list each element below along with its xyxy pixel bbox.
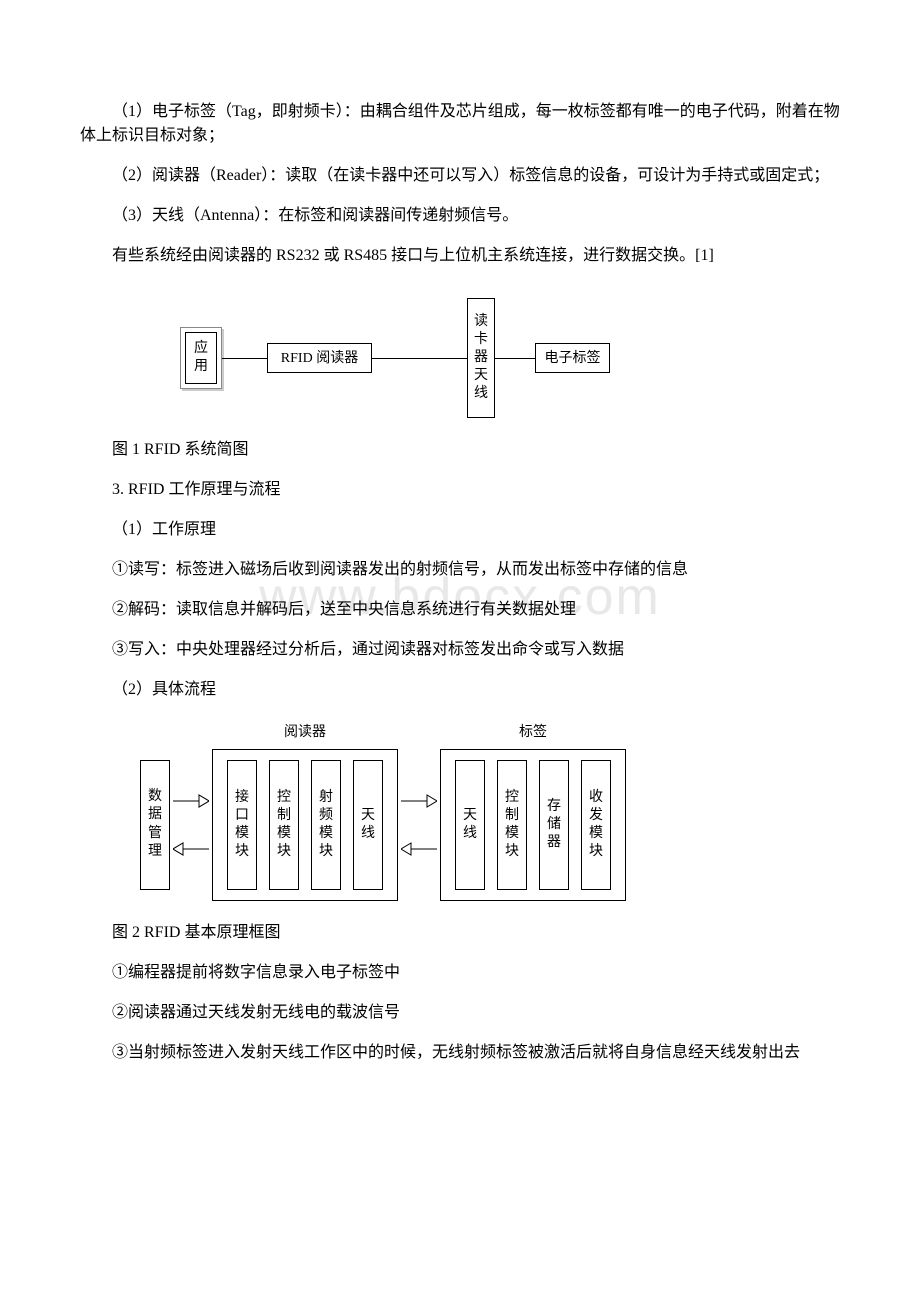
figure-1-caption: 图 1 RFID 系统简图 xyxy=(80,438,840,462)
fig1-connector xyxy=(495,358,535,359)
figure-1-rfid-system: 应用 RFID 阅读器 读卡器天线 电子标签 xyxy=(180,298,700,418)
paragraph-tag-desc: （1）电子标签（Tag，即射频卡）：由耦合组件及芯片组成，每一枚标签都有唯一的电… xyxy=(80,100,840,148)
fig2-node-transceiver: 收发模块 xyxy=(581,760,611,890)
paragraph-antenna-desc: （3）天线（Antenna）：在标签和阅读器间传递射频信号。 xyxy=(80,204,840,228)
section-3-1-heading: （1）工作原理 xyxy=(80,518,840,542)
fig1-node-tag: 电子标签 xyxy=(535,343,610,373)
fig2-node-control1: 控制模块 xyxy=(269,760,299,890)
fig1-connector xyxy=(372,358,467,359)
section-3-heading: 3. RFID 工作原理与流程 xyxy=(80,478,840,502)
paragraph-reader-desc: （2）阅读器（Reader）：读取（在读卡器中还可以写入）标签信息的设备，可设计… xyxy=(80,164,840,188)
fig2-group2-title: 标签 xyxy=(440,722,626,743)
fig2-group-tag: 天线 控制模块 存储器 收发模块 xyxy=(440,749,626,901)
fig2-node-interface: 接口模块 xyxy=(227,760,257,890)
fig1-connector xyxy=(222,358,267,359)
fig1-node-app: 应用 xyxy=(185,332,217,384)
arrow-right-icon xyxy=(401,792,437,810)
arrow-left-icon xyxy=(173,840,209,858)
principle-readwrite: ①读写：标签进入磁场后收到阅读器发出的射频信号，从而发出标签中存储的信息 xyxy=(80,558,840,582)
principle-write: ③写入：中央处理器经过分析后，通过阅读器对标签发出命令或写入数据 xyxy=(80,638,840,662)
arrow-left-icon xyxy=(401,840,437,858)
fig2-group-reader: 接口模块 控制模块 射频模块 天线 xyxy=(212,749,398,901)
section-3-2-heading: （2）具体流程 xyxy=(80,678,840,702)
arrow-right-icon xyxy=(173,792,209,810)
fig2-node-rf: 射频模块 xyxy=(311,760,341,890)
fig2-node-data-mgmt: 数据管理 xyxy=(140,760,170,890)
figure-2-rfid-principle: 数据管理 阅读器 接口模块 控制模块 射频模块 天线 标签 天线 控制模块 存储… xyxy=(140,722,760,901)
flow-step-3: ③当射频标签进入发射天线工作区中的时候，无线射频标签被激活后就将自身信息经天线发… xyxy=(80,1041,840,1065)
flow-step-1: ①编程器提前将数字信息录入电子标签中 xyxy=(80,961,840,985)
fig2-node-storage: 存储器 xyxy=(539,760,569,890)
fig2-node-antenna2: 天线 xyxy=(455,760,485,890)
principle-decode: ②解码：读取信息并解码后，送至中央信息系统进行有关数据处理 xyxy=(80,598,840,622)
fig2-arrow-pair xyxy=(398,792,440,858)
fig1-node-antenna: 读卡器天线 xyxy=(467,298,495,418)
fig2-node-antenna1: 天线 xyxy=(353,760,383,890)
fig2-node-control2: 控制模块 xyxy=(497,760,527,890)
figure-2-caption: 图 2 RFID 基本原理框图 xyxy=(80,921,840,945)
fig2-group1-title: 阅读器 xyxy=(212,722,398,743)
flow-step-2: ②阅读器通过天线发射无线电的载波信号 xyxy=(80,1001,840,1025)
fig1-node-reader: RFID 阅读器 xyxy=(267,343,372,373)
paragraph-system-desc: 有些系统经由阅读器的 RS232 或 RS485 接口与上位机主系统连接，进行数… xyxy=(80,244,840,268)
fig2-arrow-pair xyxy=(170,792,212,858)
